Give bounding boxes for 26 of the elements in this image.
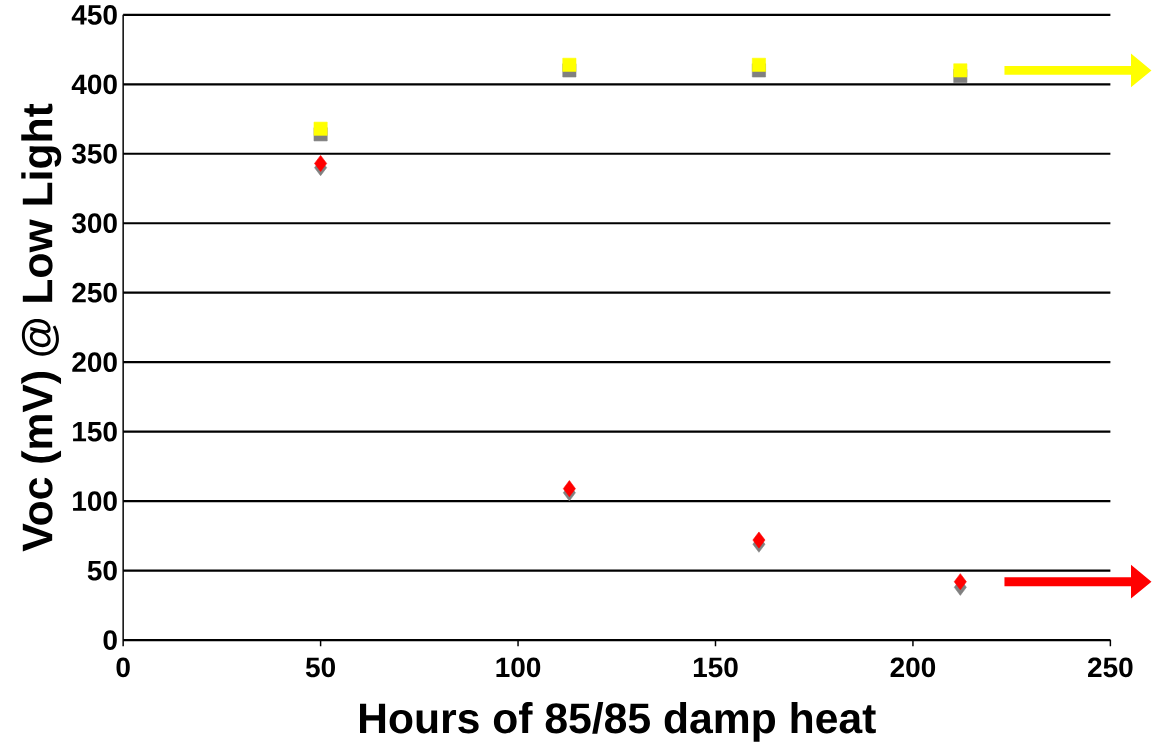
x-tick-label: 0 [116,657,130,678]
point [953,63,968,78]
point [563,480,576,498]
point [562,58,577,72]
y-tick-label: 400 [71,74,117,95]
y-tick-label: 250 [72,282,117,303]
y-tick-label: 450 [71,5,117,25]
point [752,531,766,549]
point [313,121,328,136]
y-tick-label: 150 [73,421,117,442]
y-tick-label: 0 [103,630,117,651]
y-tick-label: 50 [87,560,117,581]
x-axis-title: Hours of 85/85 damp heat [360,702,876,742]
x-tick-label: 150 [693,657,738,678]
y-tick-label: 100 [73,491,117,512]
x-tick-label: 50 [305,657,335,678]
y-tick-label: 350 [71,143,117,164]
x-tick-label: 100 [496,657,541,678]
y-axis-title: Voc (mV) @ Low Light [21,103,62,552]
point [314,155,327,172]
x-tick-label: 250 [1088,657,1133,678]
y-tick-label: 300 [71,213,117,234]
x-tick-label: 200 [890,657,936,678]
point [953,573,967,591]
y-tick-label: 200 [72,352,117,373]
point [752,58,766,72]
